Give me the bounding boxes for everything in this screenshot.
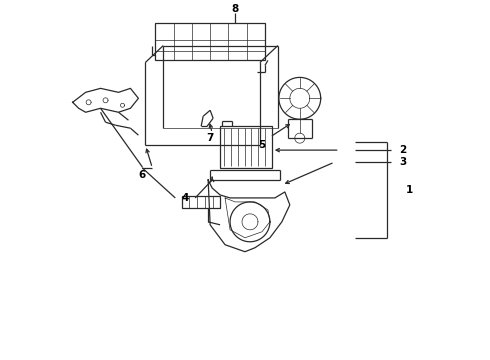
Text: 3: 3: [399, 157, 407, 167]
Bar: [155, 23, 265, 60]
Bar: [182, 196, 220, 208]
Text: 4: 4: [181, 193, 189, 203]
Text: 8: 8: [231, 4, 239, 14]
Text: 1: 1: [406, 185, 413, 195]
Bar: [220, 126, 272, 168]
Text: 6: 6: [139, 170, 146, 180]
Text: 2: 2: [399, 145, 407, 155]
Text: 5: 5: [258, 140, 266, 150]
Text: 7: 7: [206, 133, 214, 143]
